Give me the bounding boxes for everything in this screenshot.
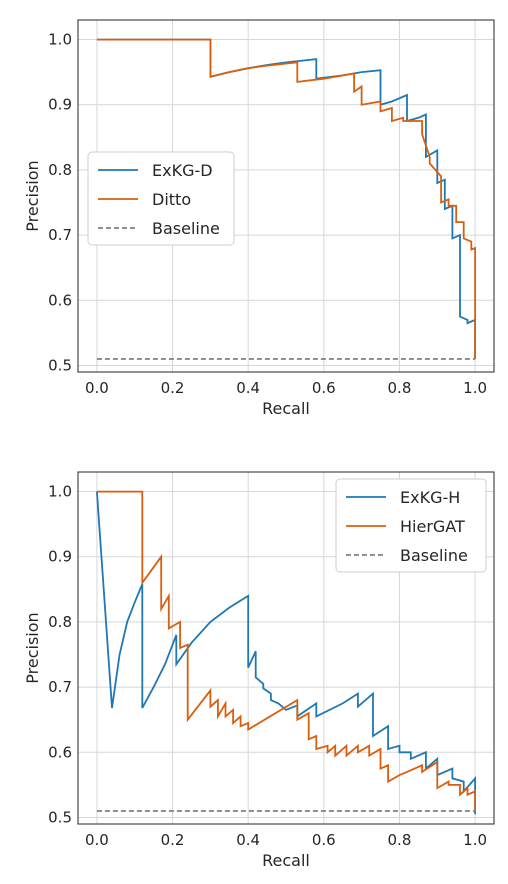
legend-box (87, 151, 235, 246)
legend-label: Baseline (400, 546, 468, 565)
plot-frame (77, 19, 495, 373)
legend: ExKG-H HierGAT Baseline (335, 478, 487, 573)
y-tick-label: 1.0 (48, 31, 72, 49)
x-tick-label: 0.6 (312, 379, 336, 397)
x-tick-label: 0.8 (388, 379, 412, 397)
y-axis-label: Precision (23, 160, 42, 231)
legend-label: ExKG-H (400, 488, 460, 507)
y-tick-label: 0.9 (48, 548, 72, 566)
x-tick-label: 0.2 (161, 831, 185, 849)
x-axis-label: Recall (262, 399, 310, 418)
y-axis-label: Precision (23, 612, 42, 683)
legend-label: Baseline (152, 219, 220, 238)
chart-bottom: 0.0 0.2 0.4 0.6 0.8 1.0 0.5 0.6 0.7 0.8 0.9 1.0 Reca… (23, 471, 495, 870)
x-tick-label: 0.0 (85, 831, 109, 849)
y-tick-label: 0.6 (48, 291, 72, 309)
y-tick-label: 0.5 (48, 808, 72, 826)
x-tick-label: 1.0 (463, 831, 487, 849)
legend-label: ExKG-D (152, 161, 213, 180)
chart-top: 0.0 0.2 0.4 0.6 0.8 1.0 0.5 0.6 0.7 0.8 0.9 1.0 Reca… (23, 19, 495, 418)
legend: ExKG-D Ditto Baseline (87, 151, 235, 246)
legend-label: Ditto (152, 190, 191, 209)
x-tick-label: 0.4 (236, 831, 260, 849)
x-tick-label: 0.8 (388, 831, 412, 849)
x-tick-label: 0.2 (161, 379, 185, 397)
x-tick-label: 0.6 (312, 831, 336, 849)
y-tick-label: 1.0 (48, 483, 72, 501)
y-tick-label: 0.7 (48, 226, 72, 244)
y-tick-label: 0.6 (48, 743, 72, 761)
x-tick-label: 0.4 (236, 379, 260, 397)
plot-frame (77, 471, 495, 825)
legend-box (335, 478, 487, 573)
series-line-ditto (96, 38, 477, 359)
x-axis-label: Recall (262, 851, 310, 870)
y-tick-label: 0.7 (48, 678, 72, 696)
series-line-hiergat (96, 490, 477, 811)
y-tick-label: 0.5 (48, 356, 72, 374)
legend-label: HierGAT (400, 517, 465, 536)
y-tick-label: 0.8 (48, 613, 72, 631)
y-tick-label: 0.8 (48, 161, 72, 179)
x-tick-label: 0.0 (85, 379, 109, 397)
y-tick-label: 0.9 (48, 96, 72, 114)
x-tick-label: 1.0 (463, 379, 487, 397)
